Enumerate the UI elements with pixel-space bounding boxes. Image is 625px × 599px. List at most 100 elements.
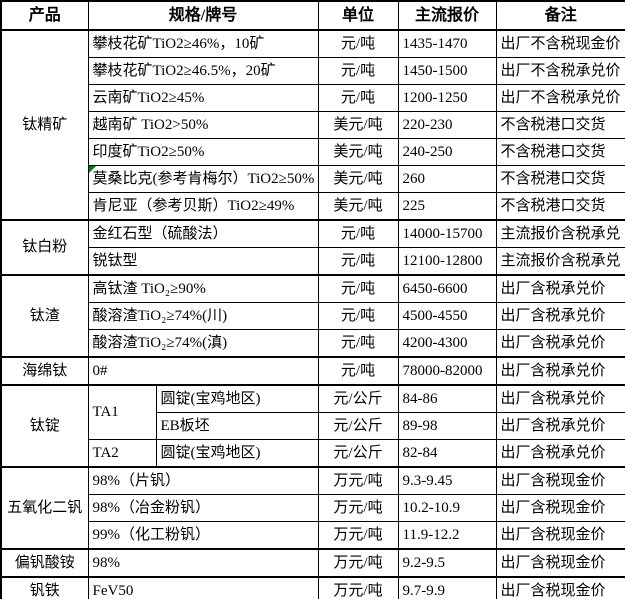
spec-cell: 98%（片钒） <box>87 466 319 495</box>
table-row: 偏钒酸铵 98% 万元/吨 9.2-9.5 出厂含税现金价 <box>0 548 625 578</box>
unit-cell: 万元/吨 <box>317 494 399 522</box>
spec-cell: 酸溶渣TiO₂≥74%(滇) <box>87 329 319 358</box>
table-row: EB板坯 元/公斤 89-98 出厂含税承兑价 <box>1 412 625 440</box>
spec-cell: 高钛渣 TiO₂≥90% <box>87 274 319 303</box>
unit-cell: 元/吨 <box>317 274 399 303</box>
note-cell: 出厂含税承兑价 <box>495 412 625 440</box>
spec-cell: 98%（冶金粉钒） <box>87 494 319 522</box>
note-cell: 出厂含税承兑价 <box>495 329 625 358</box>
note-cell: 出厂含税承兑价 <box>495 356 625 386</box>
unit-cell: 元/吨 <box>317 29 399 58</box>
table-row: 越南矿 TiO2>50% 美元/吨 220-230 不含税港口交货 <box>1 111 625 139</box>
table-row: 云南矿TiO2≥45% 元/吨 1200-1250 出厂不含税承兑价 <box>1 84 625 112</box>
note-cell: 出厂含税现金价 <box>495 466 625 495</box>
header-unit: 单位 <box>317 0 399 31</box>
unit-cell: 元/吨 <box>317 84 399 112</box>
spec-cell: 越南矿 TiO2>50% <box>87 111 319 139</box>
spec-cell: 云南矿TiO2≥45% <box>87 84 319 112</box>
product-cell: 钛锭 <box>0 384 89 468</box>
table-row: 钒铁 FeV50 万元/吨 9.7-9.9 出厂含税现金价 <box>0 576 625 599</box>
unit-cell: 万元/吨 <box>317 576 399 599</box>
unit-cell: 元/吨 <box>317 356 399 386</box>
spec-cell: 印度矿TiO2≥50% <box>87 138 319 166</box>
price-cell: 1435-1470 <box>397 29 497 58</box>
table-row: 钛精矿 攀枝花矿TiO2≥46%，10矿 元/吨 1435-1470 出厂不含税… <box>0 29 625 221</box>
grade-cell: TA2 <box>87 439 157 468</box>
table-row: 肯尼亚（参考贝斯）TiO2≥49% 美元/吨 225 不含税港口交货 <box>1 192 625 221</box>
note-cell: 出厂不含税现金价 <box>495 29 625 58</box>
spec-cell: 0# <box>87 356 319 386</box>
price-cell: 9.2-9.5 <box>397 548 497 578</box>
spec-cell: 98% <box>87 548 319 578</box>
note-cell: 主流报价含税承兑 <box>495 247 625 276</box>
unit-cell: 美元/吨 <box>317 111 399 139</box>
table-row: 98%（冶金粉钒） 万元/吨 10.2-10.9 出厂含税现金价 <box>1 494 625 522</box>
spec-cell: FeV50 <box>87 576 319 599</box>
unit-cell: 元/公斤 <box>317 384 399 413</box>
price-cell: 6450-6600 <box>397 274 497 303</box>
note-cell: 不含税港口交货 <box>495 165 625 193</box>
note-cell: 出厂含税现金价 <box>495 494 625 522</box>
price-cell: 78000-82000 <box>397 356 497 386</box>
product-cell: 钛精矿 <box>0 29 89 221</box>
note-cell: 出厂含税承兑价 <box>495 384 625 413</box>
price-cell: 9.7-9.9 <box>397 576 497 599</box>
price-cell: 260 <box>397 165 497 193</box>
spec-cell: 攀枝花矿TiO2≥46.5%，20矿 <box>87 57 319 85</box>
spec-text: 莫桑比克(参考肯梅尔）TiO2≥50% <box>92 170 315 187</box>
note-cell: 出厂含税承兑价 <box>495 439 625 468</box>
price-cell: 82-84 <box>397 439 497 468</box>
comment-flag-icon <box>89 166 96 173</box>
unit-cell: 元/吨 <box>317 302 399 330</box>
note-cell: 不含税港口交货 <box>495 192 625 221</box>
product-cell: 五氧化二钒 <box>0 466 89 550</box>
note-cell: 出厂不含税承兑价 <box>495 57 625 85</box>
note-cell: 出厂不含税承兑价 <box>495 84 625 112</box>
price-cell: 1450-1500 <box>397 57 497 85</box>
table-row: 钛渣 高钛渣 TiO₂≥90% 元/吨 6450-6600 出厂含税承兑价 <box>0 274 625 358</box>
unit-cell: 万元/吨 <box>317 548 399 578</box>
table-row: TA2 圆锭(宝鸡地区) 元/公斤 82-84 出厂含税承兑价 <box>1 439 625 468</box>
unit-cell: 万元/吨 <box>317 521 399 550</box>
note-cell: 出厂含税现金价 <box>495 521 625 550</box>
price-cell: 9.3-9.45 <box>397 466 497 495</box>
table-row: 钛锭 TA1 圆锭(宝鸡地区) 元/公斤 84-86 出厂含税承兑价 <box>0 384 625 468</box>
spec-cell: 肯尼亚（参考贝斯）TiO2≥49% <box>87 192 319 221</box>
header-note: 备注 <box>495 0 625 31</box>
price-cell: 84-86 <box>397 384 497 413</box>
note-cell: 出厂含税现金价 <box>495 548 625 578</box>
spec-cell: 莫桑比克(参考肯梅尔）TiO2≥50% <box>87 165 319 193</box>
spec-cell: 金红石型（硫酸法） <box>87 219 319 248</box>
note-cell: 出厂含税现金价 <box>495 576 625 599</box>
table-row: 五氧化二钒 98%（片钒） 万元/吨 9.3-9.45 出厂含税现金价 <box>0 466 625 550</box>
spec-detail-cell: EB板坯 <box>155 412 319 440</box>
unit-cell: 美元/吨 <box>317 138 399 166</box>
note-cell: 不含税港口交货 <box>495 111 625 139</box>
table-row: 酸溶渣TiO₂≥74%(川) 元/吨 4500-4550 出厂含税承兑价 <box>1 302 625 330</box>
spec-cell: 99%（化工粉钒） <box>87 521 319 550</box>
spec-cell: 攀枝花矿TiO2≥46%，10矿 <box>87 29 319 58</box>
price-cell: 225 <box>397 192 497 221</box>
price-cell: 4200-4300 <box>397 329 497 358</box>
header-price: 主流报价 <box>397 0 497 31</box>
spec-detail-cell: 圆锭(宝鸡地区) <box>155 384 319 413</box>
price-cell: 11.9-12.2 <box>397 521 497 550</box>
price-cell: 12100-12800 <box>397 247 497 276</box>
note-cell: 出厂含税承兑价 <box>495 274 625 303</box>
unit-cell: 元/公斤 <box>317 439 399 468</box>
note-cell: 主流报价含税承兑 <box>495 219 625 248</box>
spec-detail-cell: 圆锭(宝鸡地区) <box>155 439 319 468</box>
unit-cell: 元/公斤 <box>317 412 399 440</box>
price-cell: 220-230 <box>397 111 497 139</box>
unit-cell: 万元/吨 <box>317 466 399 495</box>
product-cell: 偏钒酸铵 <box>0 548 89 578</box>
spec-cell: 锐钛型 <box>87 247 319 276</box>
table-row: 99%（化工粉钒） 万元/吨 11.9-12.2 出厂含税现金价 <box>1 521 625 550</box>
spec-cell: 酸溶渣TiO₂≥74%(川) <box>87 302 319 330</box>
table-row: 海绵钛 0# 元/吨 78000-82000 出厂含税承兑价 <box>0 356 625 386</box>
note-cell: 出厂含税承兑价 <box>495 302 625 330</box>
unit-cell: 元/吨 <box>317 57 399 85</box>
header-product: 产品 <box>0 0 89 31</box>
